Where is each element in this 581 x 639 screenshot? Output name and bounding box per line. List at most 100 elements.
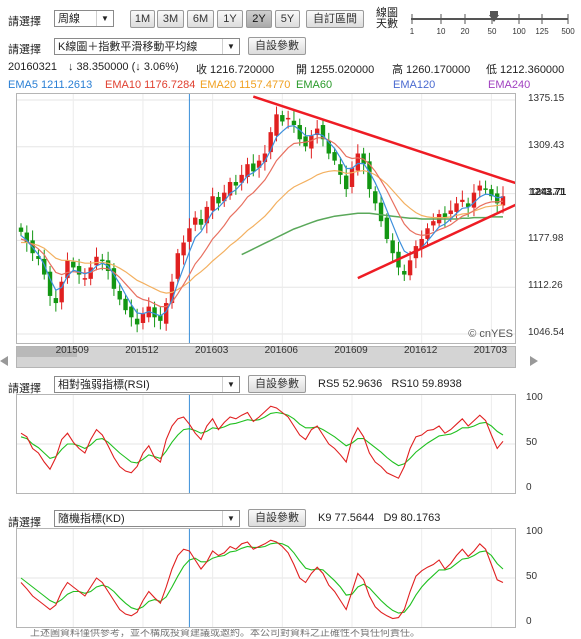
candle xyxy=(222,184,227,207)
ema-legend-item: EMA120 xyxy=(393,79,436,91)
chevron-down-icon[interactable]: ▼ xyxy=(222,377,239,392)
slider-tick-label: 100 xyxy=(512,27,526,36)
period-select[interactable]: 周線 ▼ xyxy=(54,10,114,27)
price-x-tick-label: 201703 xyxy=(473,345,508,356)
ema10-line xyxy=(20,137,504,308)
kd-select[interactable]: 隨機指標(KD) ▼ xyxy=(54,510,240,527)
quote-low: 低 1212.360000 xyxy=(486,64,565,76)
indicator-select-label: 請選擇 xyxy=(8,44,41,56)
candle xyxy=(454,196,459,219)
range-button-3m[interactable]: 3M xyxy=(157,10,184,28)
rsi-select-value: 相對強弱指標(RSI) xyxy=(58,379,150,391)
kd-values: K9 77.5644 D9 80.1763 xyxy=(318,512,441,524)
osc-y-tick-label: 50 xyxy=(526,437,538,448)
candle xyxy=(378,194,384,227)
kd-select-label: 請選擇 xyxy=(8,517,41,529)
candle xyxy=(53,289,59,312)
candle xyxy=(320,120,326,147)
period-select-label: 請選擇 xyxy=(8,16,41,28)
price-chart[interactable]: © cnYES xyxy=(16,93,516,344)
candle xyxy=(158,306,163,330)
candle xyxy=(117,283,122,306)
candle xyxy=(285,110,291,129)
main-settings-button[interactable]: 自設參數 xyxy=(248,37,306,55)
scroll-left-icon[interactable] xyxy=(0,356,8,366)
osc-y-tick-label: 100 xyxy=(526,526,543,537)
candle xyxy=(268,127,273,160)
candle xyxy=(274,106,279,142)
range-button-1y[interactable]: 1Y xyxy=(217,10,243,28)
candle xyxy=(245,157,250,184)
candle xyxy=(402,264,407,281)
slider-tick-label: 10 xyxy=(437,27,446,36)
candle xyxy=(163,298,169,331)
candle xyxy=(332,147,337,165)
candle xyxy=(349,161,355,194)
kd-chart[interactable] xyxy=(16,528,516,628)
slider-thumb-icon xyxy=(489,15,499,22)
price-x-tick-label: 201609 xyxy=(334,345,368,356)
range-button-5y[interactable]: 5Y xyxy=(275,10,300,28)
candle xyxy=(413,240,419,269)
price-y-tick-label: 1177.98 xyxy=(528,233,564,245)
chevron-down-icon[interactable]: ▼ xyxy=(96,11,113,26)
candle xyxy=(193,211,198,232)
ema5-line xyxy=(20,125,504,317)
candle xyxy=(338,157,343,185)
rsi-settings-button[interactable]: 自設參數 xyxy=(248,375,306,393)
osc-y-tick-label: 100 xyxy=(526,392,543,403)
ema-legend-item: EMA60 xyxy=(296,79,333,91)
line-days-slider[interactable]: 1 10 20 50 100 125 500 xyxy=(408,6,576,36)
rsi-chart[interactable] xyxy=(16,394,516,494)
rsi-values: RS5 52.9636 RS10 59.8938 xyxy=(318,378,462,390)
price-last-value-label: 1243.71 xyxy=(530,186,567,198)
scrollbar-thumb[interactable] xyxy=(17,347,77,357)
ema60-line xyxy=(241,212,503,256)
candle xyxy=(460,190,465,207)
candle xyxy=(309,130,314,159)
candle xyxy=(65,252,70,284)
scroll-right-icon[interactable] xyxy=(530,356,538,366)
osc-y-tick-label: 0 xyxy=(526,482,532,493)
ema-legend-item: EMA5 1211.2613 xyxy=(8,79,93,91)
price-y-tick-label: 1375.15 xyxy=(528,93,565,104)
price-y-tick-label: 1243.71 xyxy=(528,186,565,198)
candle xyxy=(204,201,210,234)
chevron-down-icon[interactable]: ▼ xyxy=(222,511,239,526)
price-x-tick-label: 201603 xyxy=(194,345,229,356)
osc-y-tick-label: 0 xyxy=(526,616,532,627)
rs10-line xyxy=(20,411,504,467)
timeline-scrollbar[interactable] xyxy=(16,346,516,368)
line-days-label: 線圖 天數 xyxy=(376,7,398,30)
range-button-2y[interactable]: 2Y xyxy=(246,10,272,28)
candle xyxy=(233,174,239,195)
d9-line xyxy=(20,542,504,614)
price-y-tick-label: 1309.43 xyxy=(528,139,565,151)
indicator-select[interactable]: K線圖＋指數平滑移動平均線 ▼ xyxy=(54,38,240,55)
slider-tick-label: 20 xyxy=(461,27,470,36)
ema20-line xyxy=(21,169,504,294)
price-x-tick-label: 201509 xyxy=(55,345,89,356)
rs5-line xyxy=(20,405,504,479)
candle xyxy=(355,144,361,176)
candle xyxy=(47,266,53,306)
trendline-lower xyxy=(357,203,515,280)
ema-legend: EMA5 1211.2613 EMA10 1176.7284 EMA20 1157.… xyxy=(8,79,578,93)
rsi-select[interactable]: 相對強弱指標(RSI) ▼ xyxy=(54,376,240,393)
chevron-down-icon[interactable]: ▼ xyxy=(222,39,239,54)
quote-close: 收 1216.720000 xyxy=(196,64,275,76)
candle xyxy=(123,294,128,315)
candle xyxy=(344,165,349,197)
candle xyxy=(483,180,488,195)
range-button-1m[interactable]: 1M xyxy=(130,10,155,28)
candle xyxy=(18,223,24,237)
candle xyxy=(88,261,93,286)
ema-legend-item: EMA10 1176.7284 xyxy=(105,79,196,91)
candle xyxy=(431,213,436,232)
range-button-6m[interactable]: 6M xyxy=(187,10,214,28)
kd-settings-button[interactable]: 自設參數 xyxy=(248,509,306,527)
candle xyxy=(256,154,262,178)
candle xyxy=(477,180,482,198)
candle xyxy=(227,177,233,200)
custom-range-button[interactable]: 自訂區間 xyxy=(306,10,364,28)
